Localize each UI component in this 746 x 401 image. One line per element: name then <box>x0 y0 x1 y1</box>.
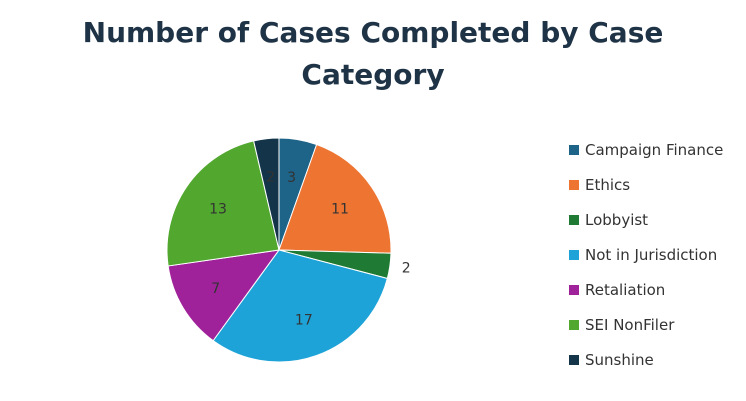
legend-item-ethics: Ethics <box>569 167 723 202</box>
legend-item-campaign-finance: Campaign Finance <box>569 132 723 167</box>
pie-slice-sei-nonfiler <box>166 140 280 267</box>
pie-slice-ethics <box>278 143 392 254</box>
legend-label: SEI NonFiler <box>585 315 675 334</box>
legend-swatch <box>569 214 579 225</box>
data-label-retaliation: 7 <box>211 281 220 297</box>
legend-label: Retaliation <box>585 280 666 299</box>
legend-label: Not in Jurisdiction <box>585 245 718 264</box>
legend-item-not-in-jurisdiction: Not in Jurisdiction <box>569 237 723 272</box>
data-label-sei-nonfiler: 13 <box>209 201 227 217</box>
legend-swatch <box>569 284 579 295</box>
data-label-lobbyist: 2 <box>402 260 411 276</box>
data-label-ethics: 11 <box>331 201 349 217</box>
legend-label: Lobbyist <box>585 210 649 229</box>
legend-label: Campaign Finance <box>585 140 724 159</box>
legend-item-sei-nonfiler: SEI NonFiler <box>569 307 723 342</box>
chart-legend: Campaign Finance Ethics Lobbyist Not in Jur… <box>569 132 723 377</box>
legend-label: Ethics <box>585 175 631 194</box>
legend-swatch <box>569 144 579 155</box>
chart-title: Number of Cases Completed by Case Catego… <box>0 12 746 96</box>
legend-label: Sunshine <box>585 350 654 369</box>
legend-item-retaliation: Retaliation <box>569 272 723 307</box>
data-label-campaign-finance: 3 <box>287 170 296 186</box>
pie-slice-not-in-jurisdiction <box>212 249 388 363</box>
legend-swatch <box>569 249 579 260</box>
legend-item-sunshine: Sunshine <box>569 342 723 377</box>
legend-item-lobbyist: Lobbyist <box>569 202 723 237</box>
chart-title-line-2: Category <box>301 58 445 91</box>
legend-swatch <box>569 354 579 365</box>
pie-slice-retaliation <box>167 249 281 342</box>
chart-title-line-1: Number of Cases Completed by Case <box>82 16 664 49</box>
data-label-not-in-jurisdiction: 17 <box>295 313 313 329</box>
legend-swatch <box>569 319 579 330</box>
legend-swatch <box>569 179 579 190</box>
data-label-sunshine: 2 <box>266 170 275 186</box>
pie-slice-sunshine <box>253 137 280 251</box>
